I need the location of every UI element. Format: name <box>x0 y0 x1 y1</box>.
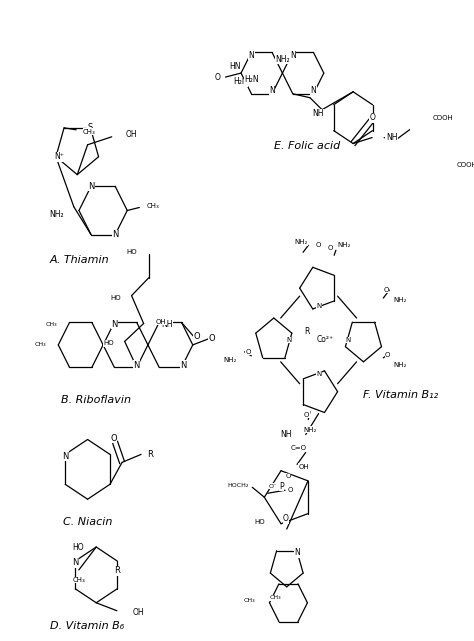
Text: N: N <box>316 370 321 377</box>
Text: B. Riboflavin: B. Riboflavin <box>61 395 131 404</box>
Text: O: O <box>209 335 215 344</box>
Text: CH₃: CH₃ <box>270 595 282 600</box>
Text: HO: HO <box>255 519 265 525</box>
Text: O: O <box>245 349 251 355</box>
Text: P: P <box>279 482 284 491</box>
Text: Co²⁺: Co²⁺ <box>317 335 334 344</box>
Text: HO: HO <box>73 542 84 551</box>
Text: E. Folic acid: E. Folic acid <box>274 141 340 151</box>
Text: O: O <box>288 487 293 494</box>
Text: N: N <box>134 361 140 370</box>
Text: O: O <box>283 514 289 523</box>
Text: O: O <box>385 352 390 358</box>
Text: NH₂: NH₂ <box>394 362 407 368</box>
Text: H₂N: H₂N <box>233 78 248 87</box>
Text: N: N <box>72 558 79 567</box>
Text: N: N <box>287 337 292 343</box>
Text: COOH: COOH <box>432 115 453 121</box>
Text: CH₃: CH₃ <box>35 342 46 347</box>
Text: CH₃: CH₃ <box>146 203 159 210</box>
Text: N: N <box>248 51 254 60</box>
Text: N: N <box>111 320 118 329</box>
Text: NH₂: NH₂ <box>295 239 308 246</box>
Text: H₂N: H₂N <box>244 76 259 85</box>
Text: NH₂: NH₂ <box>303 426 317 433</box>
Text: N: N <box>88 182 94 191</box>
Text: NH₂: NH₂ <box>338 242 351 248</box>
Text: N: N <box>269 87 275 96</box>
Text: NH: NH <box>312 109 324 118</box>
Text: N: N <box>346 337 351 343</box>
Text: CH₃: CH₃ <box>244 598 255 603</box>
Text: N: N <box>294 548 300 557</box>
Text: NH₂: NH₂ <box>223 357 237 363</box>
Text: HN: HN <box>229 62 241 71</box>
Text: A. Thiamin: A. Thiamin <box>49 255 109 265</box>
Text: NH: NH <box>281 430 292 439</box>
Text: NH: NH <box>386 133 397 142</box>
Text: O: O <box>304 412 309 417</box>
Text: NH₂: NH₂ <box>49 210 64 219</box>
Text: R: R <box>305 328 310 337</box>
Text: C=O: C=O <box>291 445 307 451</box>
Text: NH₂: NH₂ <box>275 54 290 63</box>
Text: O: O <box>369 113 375 122</box>
Text: HO: HO <box>126 249 137 255</box>
Text: C. Niacin: C. Niacin <box>63 517 112 527</box>
Text: S: S <box>88 123 93 132</box>
Text: O: O <box>286 473 291 479</box>
Text: OH: OH <box>155 319 166 324</box>
Text: O: O <box>214 72 220 81</box>
Text: D. Vitamin B₆: D. Vitamin B₆ <box>50 620 125 631</box>
Text: OH: OH <box>298 463 309 470</box>
Text: HOCH₂: HOCH₂ <box>228 483 249 488</box>
Text: O: O <box>110 434 117 443</box>
Text: HO: HO <box>104 340 114 346</box>
Text: O⁻: O⁻ <box>269 484 277 489</box>
Text: N: N <box>316 303 321 309</box>
Text: O: O <box>316 242 321 248</box>
Text: R: R <box>114 567 120 576</box>
Text: N: N <box>310 87 316 96</box>
Text: H₂N: H₂N <box>233 78 248 87</box>
Text: NH: NH <box>161 320 173 329</box>
Text: OH: OH <box>132 608 144 617</box>
Text: COOH: COOH <box>456 162 474 169</box>
Text: NH₂: NH₂ <box>394 297 407 303</box>
Text: O: O <box>194 332 201 341</box>
Text: N: N <box>112 230 118 239</box>
Text: CH₃: CH₃ <box>73 577 85 583</box>
Text: CH₃: CH₃ <box>46 322 57 327</box>
Text: O: O <box>383 287 389 293</box>
Text: CH₃: CH₃ <box>83 129 96 135</box>
Text: R: R <box>147 450 153 459</box>
Text: F. Vitamin B₁₂: F. Vitamin B₁₂ <box>364 390 438 400</box>
Text: O: O <box>328 246 333 251</box>
Text: N: N <box>62 452 68 461</box>
Text: N: N <box>290 51 296 60</box>
Text: N⁺: N⁺ <box>55 153 64 162</box>
Text: HO: HO <box>110 295 121 301</box>
Text: OH: OH <box>126 130 137 139</box>
Text: N: N <box>180 361 186 370</box>
